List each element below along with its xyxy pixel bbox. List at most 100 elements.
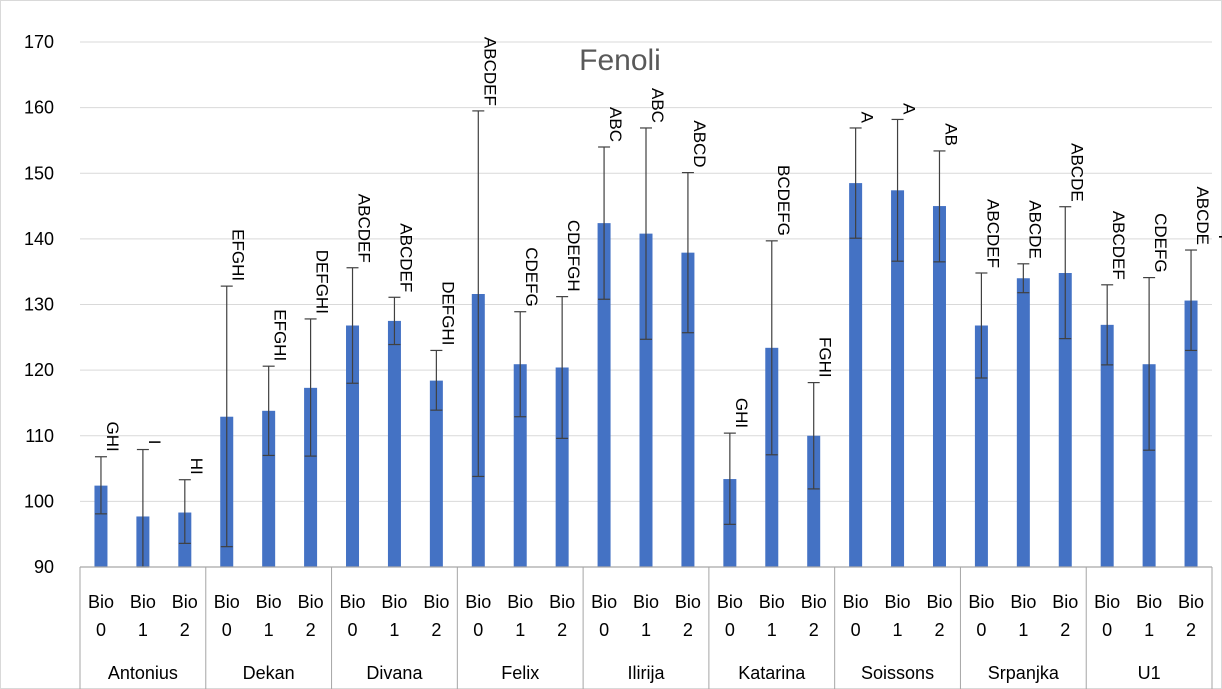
y-tick-labels: 90 100 110 120 130 140 150 160 170 (24, 32, 54, 577)
bar (94, 485, 108, 567)
significance-label: F (1215, 235, 1222, 245)
group-label: U1 (1138, 663, 1161, 683)
group-label: Antonius (108, 663, 178, 683)
sub-category-number: 0 (851, 620, 861, 640)
significance-label: CDEFG (522, 247, 541, 307)
significance-label: CDEFGH (564, 220, 583, 292)
bar (1016, 278, 1030, 567)
sub-category-label: Bio (968, 592, 994, 612)
sub-category-label: Bio (298, 592, 324, 612)
significance-label: HI (187, 458, 206, 475)
sub-category-label: Bio (381, 592, 407, 612)
sub-category-number: 1 (1144, 620, 1154, 640)
bar (849, 183, 863, 567)
error-bar (304, 318, 317, 457)
significance-label: GHI (103, 422, 122, 452)
error-bars (94, 110, 1198, 568)
bar (304, 387, 318, 567)
significance-label: EFGHI (229, 229, 248, 281)
bar (555, 367, 569, 567)
bar (513, 364, 527, 567)
significance-label: ABCDEF (396, 223, 415, 292)
sub-category-number: 0 (725, 620, 735, 640)
bar (974, 325, 988, 567)
error-bar (1143, 276, 1156, 451)
sub-category-number: 2 (683, 620, 693, 640)
error-bar (556, 296, 569, 439)
bar (1058, 273, 1072, 567)
significance-label: A (900, 103, 919, 115)
y-tick-label: 130 (24, 295, 54, 315)
error-bar (1101, 284, 1114, 366)
sub-category-label: Bio (549, 592, 575, 612)
significance-label: ABCDE (1193, 186, 1212, 245)
error-bar (346, 267, 359, 384)
sub-category-label: Bio (340, 592, 366, 612)
sub-category-number: 2 (180, 620, 190, 640)
error-bar (1185, 249, 1198, 352)
sub-category-label: Bio (1136, 592, 1162, 612)
y-tick-label: 150 (24, 163, 54, 183)
error-bar (891, 118, 904, 262)
group-label: Srpanjka (988, 663, 1060, 683)
sub-category-label: Bio (130, 592, 156, 612)
significance-label: I (145, 440, 164, 445)
bar (765, 347, 779, 567)
sub-category-number: 0 (222, 620, 232, 640)
bar (639, 233, 653, 567)
bars (94, 183, 1198, 567)
sub-category-number: 1 (641, 620, 651, 640)
significance-label: ABCDEF (1109, 211, 1128, 280)
error-bar (220, 285, 233, 548)
significance-label: ABCDEF (355, 194, 374, 263)
error-bar (640, 127, 652, 340)
sub-category-number: 0 (348, 620, 358, 640)
bar (891, 190, 905, 567)
error-bar (681, 171, 694, 334)
x-axis: Bio 0 Bio 1 Bio 2 Bio 0 Bio 1 Bio 2 Bio 0 Bio 1 Bio 2 Bio 0… (79, 566, 1213, 689)
group-label: Katarina (738, 663, 806, 683)
significance-label: CDEFG (1151, 213, 1170, 273)
y-tick-label: 110 (25, 426, 54, 446)
group-label: Ilirija (627, 663, 665, 683)
sub-category-label: Bio (633, 592, 659, 612)
significance-label: DEFGHI (313, 250, 332, 314)
sub-category-label: Bio (1052, 592, 1078, 612)
sub-category-number: 1 (767, 620, 777, 640)
group-label: Felix (501, 663, 539, 683)
significance-label: DEFGHI (438, 281, 457, 345)
sub-category-number: 2 (934, 620, 944, 640)
sub-category-label: Bio (423, 592, 449, 612)
bar (597, 223, 611, 567)
error-bar (388, 296, 401, 346)
error-bar (598, 146, 611, 300)
sub-category-number: 2 (1186, 620, 1196, 640)
significance-label: FGHI (816, 337, 835, 378)
error-bar (765, 240, 778, 456)
sub-category-number: 2 (809, 620, 819, 640)
y-tick-label: 90 (34, 557, 54, 577)
sub-category-label: Bio (465, 592, 491, 612)
group-label: Divana (366, 663, 423, 683)
error-bar (94, 456, 107, 515)
sub-category-number: 2 (431, 620, 441, 640)
error-bar (849, 127, 862, 239)
bar (932, 206, 946, 567)
significance-label: ABCDEF (480, 37, 499, 106)
sub-category-number: 1 (264, 620, 274, 640)
sub-category-label: Bio (256, 592, 282, 612)
error-bar (1059, 206, 1072, 340)
bar (1100, 324, 1114, 567)
significance-label: A (858, 112, 877, 124)
bar (1184, 300, 1198, 567)
sub-category-label: Bio (88, 592, 114, 612)
y-tick-label: 160 (24, 98, 54, 118)
error-bar (262, 365, 275, 457)
sub-category-number: 0 (96, 620, 106, 640)
sub-category-label: Bio (172, 592, 198, 612)
y-tick-label: 170 (24, 32, 54, 52)
